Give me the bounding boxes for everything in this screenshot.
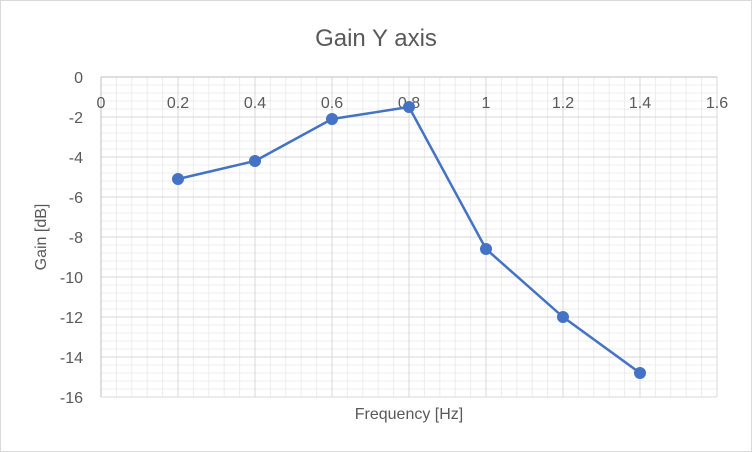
y-tick-label: -8	[69, 230, 83, 247]
x-tick-label: 1.2	[552, 95, 574, 112]
y-tick-label: -4	[69, 150, 83, 167]
y-tick-label: -2	[69, 110, 83, 127]
y-tick-label: -14	[60, 350, 83, 367]
data-point	[249, 155, 261, 167]
data-point	[172, 173, 184, 185]
x-tick-label: 1	[482, 95, 491, 112]
x-axis-label: Frequency [Hz]	[355, 406, 463, 423]
data-point	[557, 311, 569, 323]
x-tick-label: 0	[97, 95, 106, 112]
y-tick-label: -10	[60, 270, 83, 287]
x-tick-label: 0.4	[244, 95, 266, 112]
y-tick-label: -16	[60, 390, 83, 407]
gridlines	[100, 76, 718, 398]
data-point	[403, 101, 415, 113]
data-point	[634, 367, 646, 379]
y-tick-label: -6	[69, 190, 83, 207]
data-point	[480, 243, 492, 255]
y-tick-label: 0	[74, 70, 83, 87]
x-tick-label: 1.6	[706, 95, 728, 112]
data-point	[326, 113, 338, 125]
x-tick-label: 0.2	[167, 95, 189, 112]
data-series	[172, 101, 646, 379]
y-axis-ticks: 0 -2 -4 -6 -8 -10 -12 -14 -16	[60, 70, 83, 407]
x-tick-label: 0.6	[321, 95, 343, 112]
y-tick-label: -12	[60, 310, 83, 327]
y-axis-label: Gain [dB]	[33, 204, 50, 271]
x-tick-label: 1.4	[629, 95, 651, 112]
chart-title: Gain Y axis	[315, 25, 437, 52]
